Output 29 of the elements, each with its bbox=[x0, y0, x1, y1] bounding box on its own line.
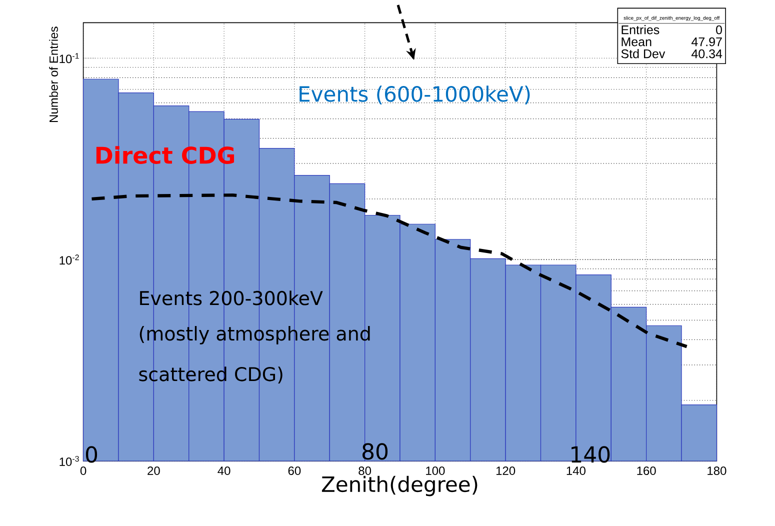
annotation: (mostly atmosphere and bbox=[140, 326, 370, 344]
x-tick-label: 0 bbox=[80, 466, 86, 476]
annotation: 0 bbox=[86, 446, 98, 463]
x-tick-label: 40 bbox=[218, 466, 230, 476]
annotation: Events (600-1000keV) bbox=[300, 86, 530, 104]
y-tick-label: 10$^{-3}$ bbox=[60, 456, 79, 466]
y-tick-label: 10$^{-2}$ bbox=[60, 254, 79, 265]
annotation: 0 bbox=[716, 25, 722, 34]
y-axis-title: Number of Entries bbox=[49, 26, 58, 122]
x-axis-title: Zenith(degree) bbox=[322, 476, 478, 496]
annotation: Std Dev bbox=[621, 49, 666, 58]
x-tick-label: 100 bbox=[426, 466, 445, 476]
y-tick-label: 10$^{-1}$ bbox=[60, 53, 79, 64]
annotation: 40.34 bbox=[691, 49, 722, 58]
x-tick-label: 120 bbox=[496, 466, 516, 476]
x-tick-label: 160 bbox=[637, 466, 656, 476]
annotation: scattered CDG) bbox=[139, 366, 282, 384]
x-tick-label: 60 bbox=[288, 466, 301, 476]
x-tick-label: 180 bbox=[708, 466, 726, 476]
annotation: Mean bbox=[622, 38, 652, 46]
annotation: 47.97 bbox=[691, 37, 722, 46]
x-tick-label: 20 bbox=[148, 466, 160, 476]
annotation: Entries bbox=[622, 25, 660, 34]
annotation: Events 200-300keV bbox=[140, 290, 323, 306]
x-tick-label: 140 bbox=[566, 466, 586, 476]
annotation: Direct CDG bbox=[96, 146, 234, 164]
x-tick-label: 80 bbox=[358, 466, 372, 476]
annotation: 140 bbox=[572, 446, 610, 463]
annotation: 80 bbox=[362, 443, 388, 460]
